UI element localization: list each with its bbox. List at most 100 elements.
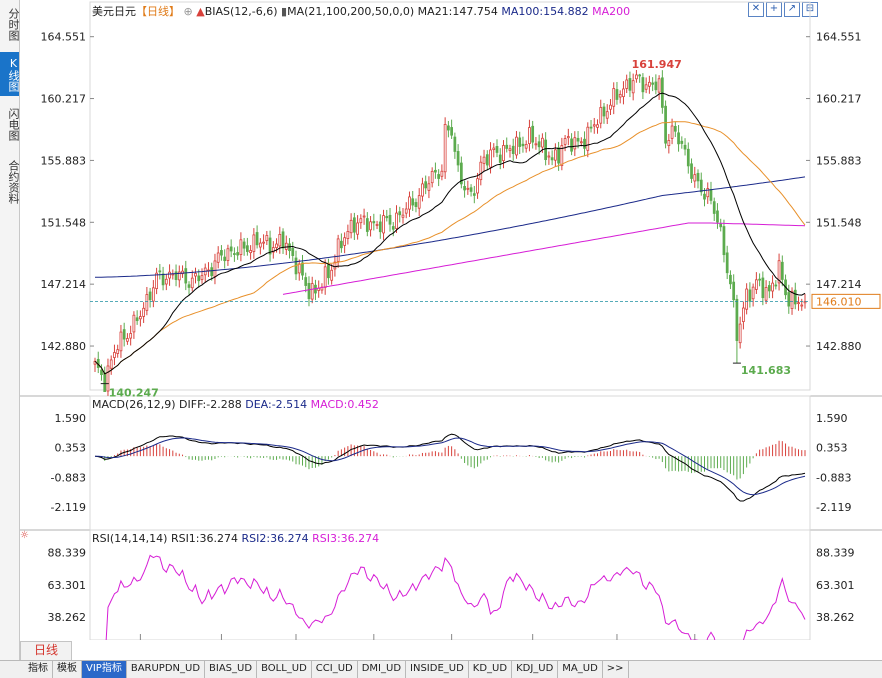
- ma200-label: MA200: [592, 5, 631, 18]
- candle-body: [560, 145, 564, 167]
- candle-body: [771, 282, 774, 292]
- macd-y-label-right: 0.353: [816, 442, 848, 455]
- candle-body: [615, 89, 619, 100]
- candle-body: [421, 183, 424, 197]
- bottom-tab-barupdn-ud[interactable]: BARUPDN_UD: [127, 661, 206, 678]
- candle-body: [177, 271, 181, 281]
- candle-body: [537, 141, 541, 148]
- kline-chart[interactable]: 164.551 164.551 160.217 160.217 155.883 155.8…: [20, 0, 882, 640]
- candle-body: [751, 286, 755, 300]
- candle-body: [456, 151, 460, 166]
- candle-body: [139, 316, 142, 320]
- candle-body: [550, 157, 554, 161]
- candle-body: [307, 282, 311, 300]
- candle-body: [508, 148, 512, 151]
- bottom-tab-dmi-ud[interactable]: DMI_UD: [358, 661, 407, 678]
- candle-body: [586, 126, 590, 151]
- candle-body: [618, 93, 622, 98]
- bottom-tab-ma-ud[interactable]: MA_UD: [558, 661, 603, 678]
- candle-body: [485, 154, 489, 166]
- tab-contract-info[interactable]: 合约资料: [7, 160, 20, 204]
- bottom-tab--[interactable]: 模板: [53, 661, 82, 678]
- bottom-tab-inside-ud[interactable]: INSIDE_UD: [406, 661, 469, 678]
- candle-body: [592, 124, 596, 127]
- candle-body: [223, 256, 227, 262]
- candle-body: [375, 224, 379, 226]
- candle-body: [372, 221, 376, 224]
- ma21-label: MA21:147.754: [417, 5, 498, 18]
- candle-body: [310, 283, 314, 300]
- candle-body: [408, 196, 411, 210]
- candle-body: [502, 145, 505, 162]
- candle-body: [797, 302, 800, 305]
- bottom-tab-kd-ud[interactable]: KD_UD: [469, 661, 513, 678]
- candle-body: [427, 183, 431, 191]
- candle-body: [414, 202, 418, 207]
- candle-body: [528, 127, 531, 144]
- candle-body: [284, 242, 288, 250]
- candle-body: [489, 149, 492, 168]
- rsi3-label: RSI3:36.274: [312, 532, 380, 545]
- current-price-tag: [811, 293, 881, 309]
- candle-body: [800, 304, 804, 307]
- bottom-tab-boll-ud[interactable]: BOLL_UD: [257, 661, 312, 678]
- candle-body: [113, 352, 116, 358]
- candle-body: [333, 261, 337, 270]
- candle-body: [132, 314, 136, 333]
- period-button[interactable]: 日线: [20, 641, 72, 661]
- symbol-name: 美元日元: [92, 5, 136, 18]
- bottom-tab--[interactable]: >>: [603, 661, 629, 678]
- candle-body: [547, 155, 551, 158]
- candle-body: [262, 241, 265, 244]
- rsi-pane: [89, 529, 811, 640]
- bottom-tab-bias-ud[interactable]: BIAS_UD: [205, 661, 258, 678]
- candle-body: [213, 260, 217, 277]
- candle-body: [670, 125, 674, 139]
- settings-icon[interactable]: ⊕: [183, 5, 193, 18]
- macd-y-label-left: -0.883: [51, 471, 86, 484]
- candle-body: [216, 252, 220, 263]
- candle-body: [275, 243, 278, 249]
- candle-body: [732, 281, 736, 301]
- candle-body: [596, 124, 599, 128]
- low-annotation-right: 141.683: [741, 364, 791, 377]
- dropdown-icon[interactable]: ▮: [281, 5, 288, 18]
- bottom-tab-vip-[interactable]: VIP指标: [82, 661, 127, 678]
- bottom-tab-kdj-ud[interactable]: KDJ_UD: [512, 661, 559, 678]
- tab-kline[interactable]: K线图: [0, 52, 20, 96]
- macd-header: MACD(26,12,9) DIFF:-2.288 DEA:-2.514 MAC…: [92, 398, 379, 411]
- candle-body: [476, 178, 479, 194]
- candle-body: [602, 106, 606, 117]
- candle-body: [168, 271, 171, 279]
- candle-body: [696, 172, 700, 182]
- macd-name: MACD(26,12,9): [92, 398, 176, 411]
- price-y-label-left: 142.880: [41, 340, 87, 353]
- candle-body: [599, 107, 603, 124]
- candle-body: [220, 250, 223, 256]
- tab-flash[interactable]: 闪电图: [7, 107, 20, 141]
- candle-body: [249, 250, 252, 254]
- candle-body: [492, 147, 496, 150]
- macd-y-label-left: 0.353: [55, 442, 87, 455]
- candle-body: [524, 144, 528, 149]
- tab-timeshare[interactable]: 分时图: [7, 7, 20, 41]
- candle-body: [352, 217, 356, 233]
- candle-body: [404, 208, 408, 214]
- candle-body: [258, 242, 262, 248]
- candle-body: [706, 188, 710, 198]
- candle-body: [459, 162, 463, 185]
- candle-body: [699, 179, 703, 193]
- candle-body: [161, 273, 165, 286]
- sun-icon[interactable]: ☼: [20, 530, 29, 541]
- candle-body: [349, 219, 353, 234]
- price-y-label-left: 151.548: [41, 216, 87, 229]
- bottom-tab--[interactable]: 指标: [24, 661, 53, 678]
- candle-body: [440, 170, 444, 177]
- candle-body: [712, 201, 716, 214]
- bottom-tab-cci-ud[interactable]: CCI_UD: [312, 661, 358, 678]
- candle-body: [291, 247, 295, 256]
- high-annotation: 161.947: [632, 58, 682, 71]
- period-tag[interactable]: 【日线】: [136, 5, 180, 18]
- candle-body: [703, 193, 706, 200]
- candle-body: [777, 260, 781, 284]
